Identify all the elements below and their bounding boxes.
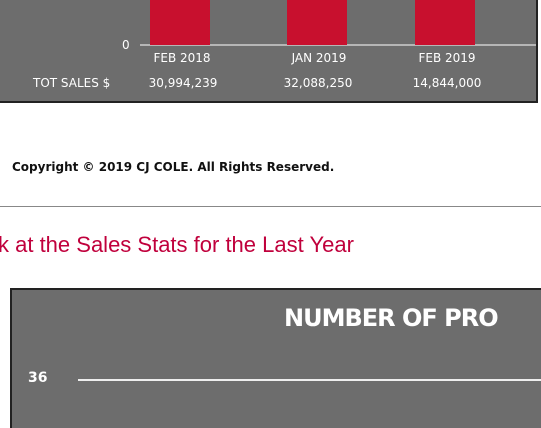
bar bbox=[150, 0, 210, 45]
products-chart-panel: NUMBER OF PRO 36 bbox=[10, 288, 541, 428]
row-value: 30,994,239 bbox=[148, 76, 218, 90]
y-tick-label: 0 bbox=[122, 38, 130, 52]
row-value: 14,844,000 bbox=[412, 76, 482, 90]
bar bbox=[287, 0, 347, 45]
bar bbox=[415, 0, 475, 45]
sales-chart-plot bbox=[140, 0, 536, 46]
x-tick-label: FEB 2019 bbox=[418, 51, 476, 65]
grid-line bbox=[78, 379, 541, 381]
row-label: TOT SALES $ bbox=[33, 76, 111, 90]
row-value: 32,088,250 bbox=[283, 76, 353, 90]
copyright: Copyright © 2019 CJ COLE. All Rights Res… bbox=[12, 160, 335, 174]
y-tick-label: 36 bbox=[28, 370, 48, 386]
chart-title: NUMBER OF PRO bbox=[284, 304, 499, 332]
x-tick-label: JAN 2019 bbox=[291, 51, 347, 65]
x-tick-label: FEB 2018 bbox=[153, 51, 211, 65]
section-heading: k at the Sales Stats for the Last Year bbox=[0, 232, 354, 257]
sales-chart-panel: 0 FEB 2018 JAN 2019 FEB 2019 TOT SALES $… bbox=[0, 0, 538, 103]
divider bbox=[0, 206, 541, 207]
